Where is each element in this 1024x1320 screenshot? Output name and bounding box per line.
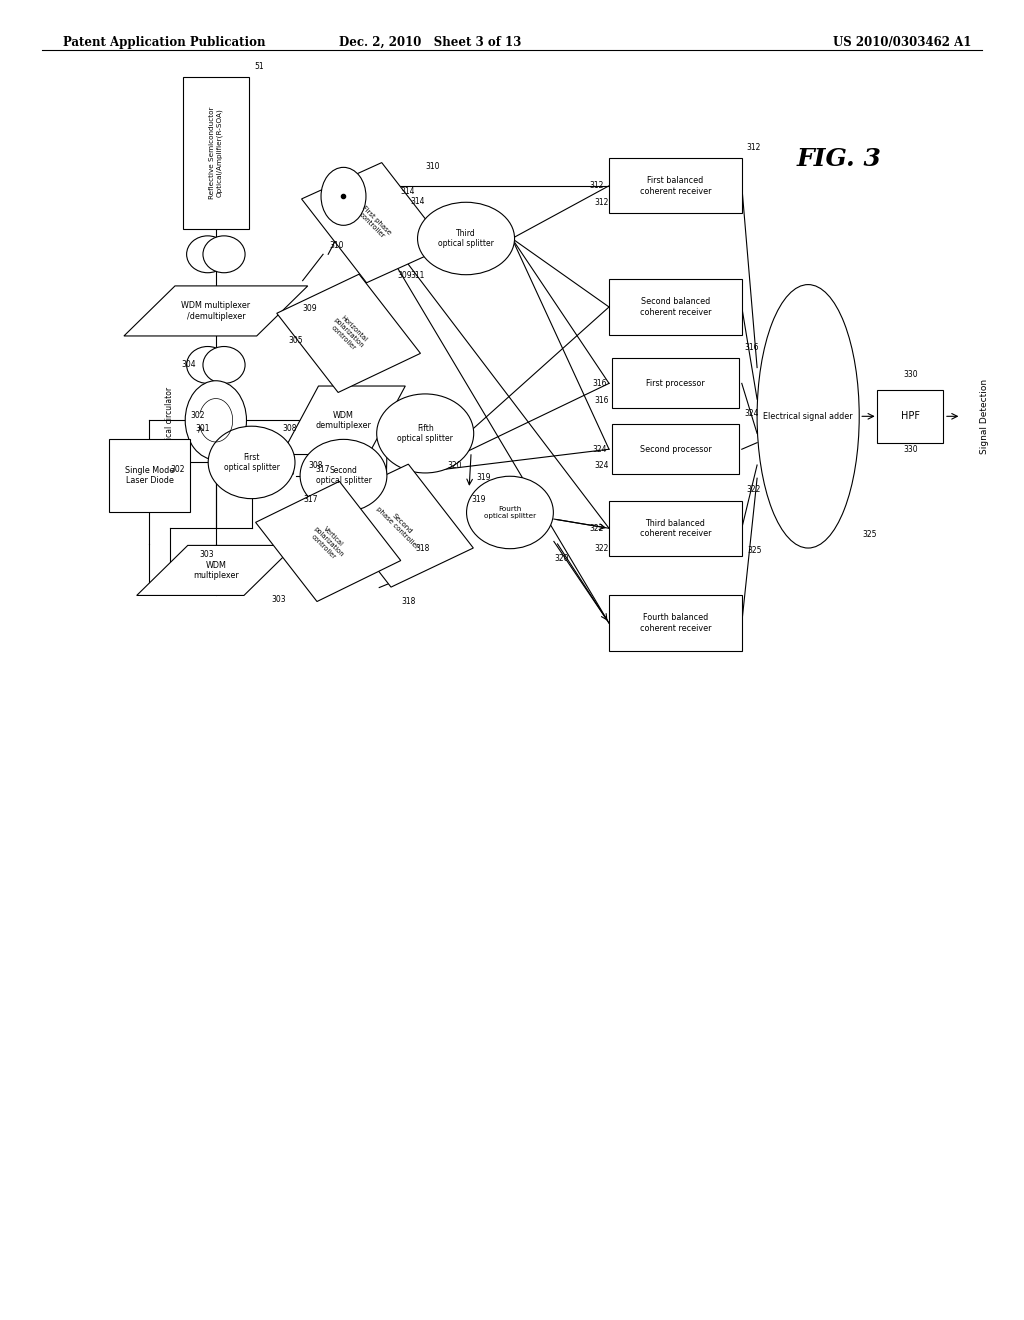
Text: 310: 310	[329, 240, 343, 249]
Text: Fourth balanced
coherent receiver: Fourth balanced coherent receiver	[640, 614, 711, 632]
Text: WDM multiplexer
/demultiplexer: WDM multiplexer /demultiplexer	[181, 301, 251, 321]
Text: 309: 309	[303, 305, 317, 313]
FancyBboxPatch shape	[109, 440, 190, 512]
Text: 306: 306	[281, 467, 295, 477]
Text: 305: 305	[289, 337, 303, 345]
Text: 322: 322	[590, 524, 604, 533]
Text: 320: 320	[555, 554, 569, 564]
Text: 330: 330	[903, 445, 918, 454]
Text: 322: 322	[595, 544, 609, 553]
Ellipse shape	[757, 285, 859, 548]
Text: Horizontal
polarization
controller: Horizontal polarization controller	[328, 313, 370, 354]
FancyBboxPatch shape	[609, 280, 741, 335]
Polygon shape	[124, 286, 308, 337]
Text: HPF: HPF	[901, 412, 920, 421]
Polygon shape	[276, 275, 421, 392]
Text: 311: 311	[411, 272, 425, 280]
Text: Reflective Semiconductor
Optical/Amplifier(R-SOA): Reflective Semiconductor Optical/Amplifi…	[209, 107, 222, 199]
FancyBboxPatch shape	[611, 424, 739, 474]
FancyBboxPatch shape	[878, 389, 943, 442]
Text: 301: 301	[196, 424, 210, 433]
Text: 314: 314	[400, 187, 415, 197]
Text: 308: 308	[283, 424, 297, 433]
Polygon shape	[282, 385, 406, 454]
Text: US 2010/0303462 A1: US 2010/0303462 A1	[834, 36, 972, 49]
Polygon shape	[136, 545, 295, 595]
Text: 312: 312	[590, 181, 604, 190]
Text: Second processor: Second processor	[640, 445, 712, 454]
Text: 319: 319	[477, 473, 492, 482]
Polygon shape	[326, 465, 473, 587]
Text: 322: 322	[746, 484, 761, 494]
Text: 317: 317	[315, 465, 331, 474]
FancyBboxPatch shape	[611, 358, 739, 408]
Text: 314: 314	[411, 197, 425, 206]
Circle shape	[185, 380, 247, 459]
Text: 302: 302	[190, 411, 205, 420]
Ellipse shape	[208, 426, 295, 499]
Text: WDM
multiplexer: WDM multiplexer	[193, 561, 239, 579]
Text: 310: 310	[425, 162, 439, 172]
Text: 319: 319	[471, 495, 485, 504]
Text: 308: 308	[308, 461, 324, 470]
Text: WDM
demultiplexer: WDM demultiplexer	[315, 411, 372, 430]
Text: Fourth
optical splitter: Fourth optical splitter	[484, 506, 536, 519]
Text: 303: 303	[200, 550, 214, 560]
Text: 312: 312	[746, 143, 761, 152]
Text: 320: 320	[446, 461, 462, 470]
Ellipse shape	[186, 347, 228, 383]
Text: Single Mode
Laser Diode: Single Mode Laser Diode	[125, 466, 174, 486]
Text: 316: 316	[595, 396, 609, 405]
Text: Patent Application Publication: Patent Application Publication	[62, 36, 265, 49]
Text: 302: 302	[171, 465, 185, 474]
Text: 316: 316	[592, 379, 606, 388]
Text: Third
optical splitter: Third optical splitter	[438, 228, 494, 248]
Text: 307: 307	[393, 454, 408, 463]
Ellipse shape	[203, 347, 245, 383]
Text: 316: 316	[744, 343, 759, 351]
Text: 324: 324	[744, 409, 759, 417]
Text: 324: 324	[592, 445, 606, 454]
Text: 304: 304	[181, 360, 196, 370]
Text: 312: 312	[595, 198, 609, 207]
Text: FIG. 3: FIG. 3	[797, 148, 882, 172]
Ellipse shape	[186, 236, 228, 273]
Text: 318: 318	[415, 544, 429, 553]
Circle shape	[322, 168, 366, 226]
Text: Dec. 2, 2010   Sheet 3 of 13: Dec. 2, 2010 Sheet 3 of 13	[339, 36, 521, 49]
Text: 317: 317	[303, 495, 318, 504]
FancyBboxPatch shape	[609, 595, 741, 651]
Text: 325: 325	[748, 546, 762, 556]
Text: 309: 309	[397, 271, 412, 280]
Text: Second
optical splitter: Second optical splitter	[315, 466, 372, 486]
Text: First phase
controller: First phase controller	[356, 205, 392, 240]
Text: Electrical signal adder: Electrical signal adder	[763, 412, 853, 421]
Text: First balanced
coherent receiver: First balanced coherent receiver	[640, 176, 711, 195]
Text: First
optical splitter: First optical splitter	[223, 453, 280, 473]
FancyBboxPatch shape	[609, 500, 741, 556]
Ellipse shape	[418, 202, 514, 275]
Text: Second balanced
coherent receiver: Second balanced coherent receiver	[640, 297, 711, 317]
Polygon shape	[301, 162, 446, 282]
Text: 303: 303	[271, 595, 286, 605]
Text: First processor: First processor	[646, 379, 705, 388]
Polygon shape	[256, 482, 400, 602]
Text: 318: 318	[401, 597, 416, 606]
Ellipse shape	[377, 393, 474, 473]
Text: Vertical
polarization
controller: Vertical polarization controller	[307, 520, 349, 562]
FancyBboxPatch shape	[609, 158, 741, 214]
Text: Optical circulator: Optical circulator	[166, 387, 174, 453]
Ellipse shape	[300, 440, 387, 512]
Text: Second
phase controller: Second phase controller	[375, 502, 424, 550]
Ellipse shape	[203, 236, 245, 273]
Text: 324: 324	[595, 461, 609, 470]
Text: Signal Detection: Signal Detection	[980, 379, 989, 454]
Text: Third balanced
coherent receiver: Third balanced coherent receiver	[640, 519, 711, 539]
Ellipse shape	[467, 477, 553, 549]
Text: 325: 325	[862, 531, 877, 540]
Text: 51: 51	[254, 62, 264, 70]
FancyBboxPatch shape	[182, 77, 249, 228]
Text: 330: 330	[903, 370, 918, 379]
Text: Fifth
optical splitter: Fifth optical splitter	[397, 424, 454, 444]
